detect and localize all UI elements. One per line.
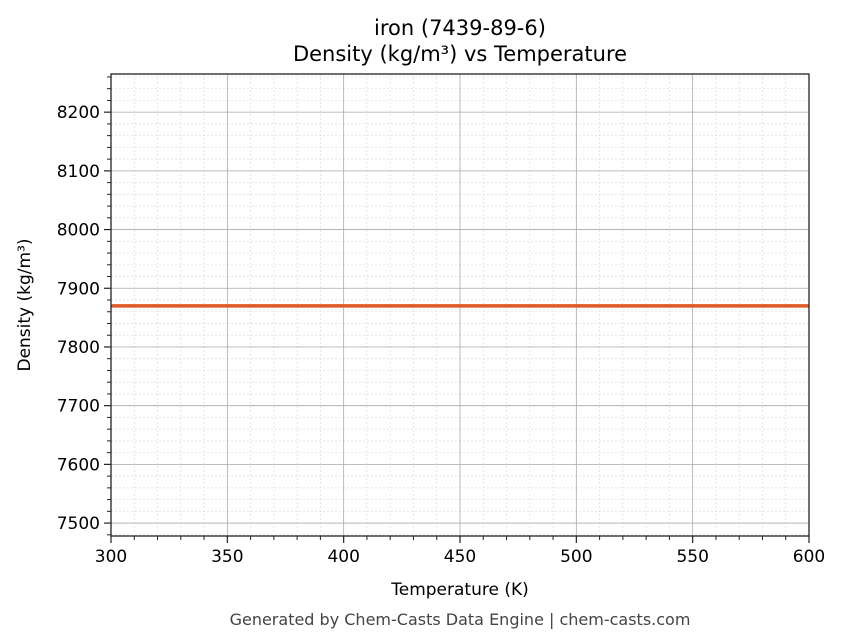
x-tick-label: 350 (211, 547, 243, 567)
y-tick-label: 7900 (57, 279, 100, 299)
y-tick-label: 7800 (57, 338, 100, 358)
axis-ticks: 300 350 400 450 500 550 600 7500 7600 7700 7800 790… (57, 76, 825, 567)
y-tick-label: 7500 (57, 514, 100, 534)
y-tick-label: 8100 (57, 162, 100, 182)
x-tick-label: 600 (793, 547, 825, 567)
x-tick-label: 300 (95, 547, 127, 567)
chart-title-line2: Density (kg/m³) vs Temperature (293, 42, 627, 66)
chart-title-line1: iron (7439-89-6) (374, 16, 546, 40)
x-tick-label: 550 (676, 547, 708, 567)
x-tick-label: 450 (444, 547, 476, 567)
x-axis-label: Temperature (K) (390, 580, 529, 600)
x-tick-label: 400 (327, 547, 359, 567)
footer-credit: Generated by Chem-Casts Data Engine | ch… (230, 610, 691, 629)
y-tick-label: 7700 (57, 397, 100, 417)
x-tick-label: 500 (560, 547, 592, 567)
y-tick-label: 7600 (57, 455, 100, 475)
y-tick-label: 8200 (57, 103, 100, 123)
y-tick-label: 8000 (57, 221, 100, 241)
y-axis-label: Density (kg/m³) (15, 238, 35, 371)
